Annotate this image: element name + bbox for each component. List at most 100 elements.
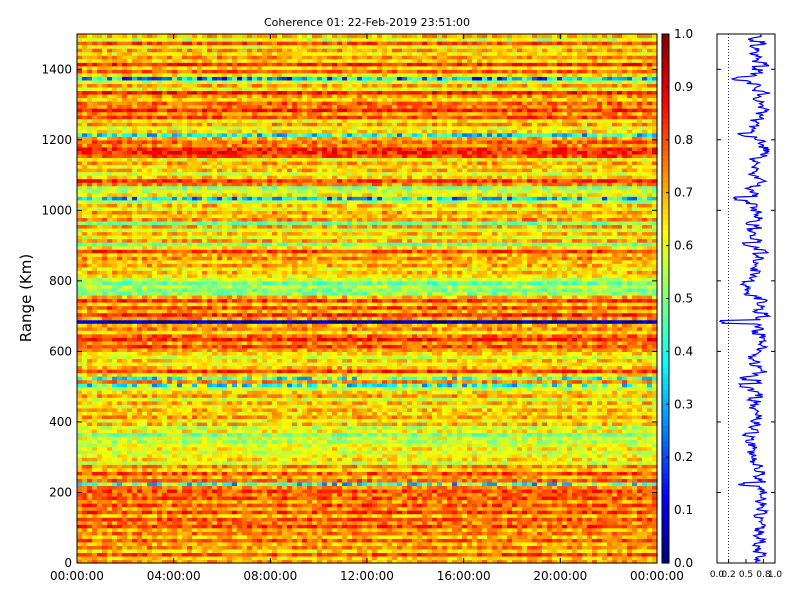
heatmap-cell [477, 436, 483, 440]
heatmap-cell [342, 521, 348, 525]
heatmap-cell [447, 500, 453, 504]
heatmap-cell [402, 531, 408, 535]
heatmap-cell [182, 468, 188, 472]
heatmap-cell [567, 422, 573, 426]
heatmap-cell [472, 464, 478, 468]
heatmap-cell [617, 489, 623, 493]
heatmap-cell [172, 507, 178, 511]
heatmap-cell [157, 514, 163, 518]
heatmap-cell [192, 471, 198, 475]
heatmap-cell [562, 535, 568, 539]
heatmap-cell [92, 429, 98, 433]
heatmap-cell [502, 454, 508, 458]
heatmap-cell [202, 496, 208, 500]
heatmap-cell [477, 471, 483, 475]
heatmap-cell [357, 489, 363, 493]
heatmap-cell [477, 531, 483, 535]
heatmap-cell [587, 485, 593, 489]
heatmap-cell [142, 425, 148, 429]
heatmap-cell [407, 535, 413, 539]
heatmap-cell [277, 521, 283, 525]
heatmap-cell [472, 503, 478, 507]
heatmap-cell [442, 535, 448, 539]
heatmap-cell [577, 549, 583, 553]
heatmap-cell [577, 538, 583, 542]
heatmap-cell [572, 542, 578, 546]
heatmap-cell [537, 433, 543, 437]
heatmap-cell [122, 447, 128, 451]
heatmap-cell [482, 503, 488, 507]
heatmap-cell [207, 489, 213, 493]
heatmap-cell [277, 450, 283, 454]
heatmap-cell [507, 443, 513, 447]
heatmap-cell [207, 422, 213, 426]
heatmap-cell [227, 485, 233, 489]
heatmap-cell [617, 454, 623, 458]
heatmap-cell [622, 521, 628, 525]
heatmap-cell [97, 485, 103, 489]
heatmap-cell [557, 468, 563, 472]
heatmap-cell [577, 443, 583, 447]
heatmap-cell [272, 478, 278, 482]
heatmap-cell [262, 528, 268, 532]
heatmap-cell [567, 411, 573, 415]
heatmap-cell [582, 496, 588, 500]
heatmap-cell [82, 492, 88, 496]
heatmap-cell [387, 433, 393, 437]
heatmap-cell [402, 500, 408, 504]
heatmap-cell [357, 514, 363, 518]
heatmap-cell [382, 411, 388, 415]
heatmap-cell [417, 489, 423, 493]
heatmap-cell [427, 482, 433, 486]
heatmap-cell [222, 507, 228, 511]
heatmap-cell [297, 552, 303, 556]
heatmap-cell [472, 422, 478, 426]
heatmap-cell [497, 549, 503, 553]
heatmap-cell [107, 489, 113, 493]
heatmap-cell [592, 447, 598, 451]
heatmap-cell [447, 443, 453, 447]
heatmap-cell [337, 482, 343, 486]
heatmap-cell [147, 485, 153, 489]
heatmap-cell [297, 464, 303, 468]
heatmap-cell [507, 454, 513, 458]
heatmap-cell [307, 507, 313, 511]
heatmap-cell [132, 535, 138, 539]
heatmap-cell [317, 485, 323, 489]
heatmap-cell [427, 545, 433, 549]
heatmap-cell [207, 461, 213, 465]
heatmap-cell [487, 450, 493, 454]
heatmap-cell [202, 485, 208, 489]
heatmap-cell [472, 521, 478, 525]
heatmap-cell [612, 485, 618, 489]
heatmap-cell [222, 496, 228, 500]
heatmap-cell [527, 549, 533, 553]
heatmap-cell [232, 433, 238, 437]
heatmap-cell [87, 415, 93, 419]
heatmap-cell [527, 482, 533, 486]
heatmap-cell [252, 531, 258, 535]
heatmap-cell [442, 496, 448, 500]
heatmap-cell [402, 443, 408, 447]
heatmap-cell [87, 492, 93, 496]
heatmap-cell [457, 531, 463, 535]
heatmap-cell [532, 517, 538, 521]
heatmap-cell [267, 478, 273, 482]
heatmap-cell [257, 507, 263, 511]
heatmap-cell [247, 433, 253, 437]
heatmap-cell [202, 549, 208, 553]
heatmap-cell [302, 433, 308, 437]
heatmap-cell [442, 485, 448, 489]
heatmap-cell [397, 422, 403, 426]
heatmap-cell [487, 535, 493, 539]
heatmap-cell [327, 510, 333, 514]
heatmap-cell [232, 510, 238, 514]
heatmap-cell [137, 549, 143, 553]
heatmap-cell [292, 422, 298, 426]
heatmap-cell [447, 461, 453, 465]
heatmap-cell [192, 418, 198, 422]
heatmap-cell [457, 510, 463, 514]
heatmap-cell [107, 524, 113, 528]
heatmap-cell [77, 433, 83, 437]
heatmap-cell [262, 457, 268, 461]
